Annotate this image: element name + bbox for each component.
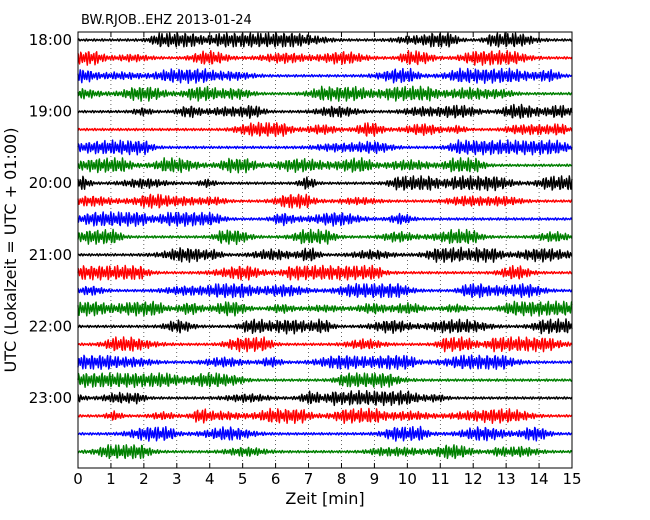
trace-2115 (77, 264, 573, 281)
x-tick-label: 8 (337, 470, 347, 488)
x-tick-label: 0 (73, 470, 83, 488)
trace-1915 (77, 121, 573, 138)
trace-2000 (77, 175, 573, 192)
trace-1845 (77, 85, 573, 102)
x-axis-label: Zeit [min] (285, 489, 364, 508)
grid-lines (110, 32, 540, 468)
x-tick-label: 2 (139, 470, 149, 488)
trace-2215 (77, 336, 573, 353)
trace-2230 (77, 354, 573, 370)
x-tick-label: 4 (205, 470, 215, 488)
y-tick-label: 20:00 (29, 174, 72, 192)
x-tick-label: 14 (530, 470, 549, 488)
trace-1945 (77, 157, 573, 174)
x-tick-label: 1 (106, 470, 116, 488)
trace-1900 (77, 103, 573, 119)
y-tick-label: 23:00 (29, 389, 72, 407)
trace-2145 (77, 300, 573, 317)
trace-2300 (77, 389, 573, 407)
trace-2245 (77, 372, 573, 388)
trace-2015 (77, 193, 573, 209)
x-tick-label: 15 (562, 470, 581, 488)
trace-2130 (77, 282, 573, 299)
trace-1800 (77, 32, 573, 48)
x-tick-label: 6 (271, 470, 281, 488)
trace-2030 (77, 211, 573, 227)
x-tick-label: 11 (431, 470, 450, 488)
trace-2100 (77, 246, 573, 263)
y-tick-label: 21:00 (29, 246, 72, 264)
trace-2330 (77, 425, 573, 442)
y-axis-ticks: 18:00 19:00 20:00 21:00 22:00 23:00 (29, 31, 572, 407)
trace-2345 (77, 444, 573, 460)
x-tick-label: 3 (172, 470, 182, 488)
x-tick-label: 12 (464, 470, 483, 488)
trace-2200 (77, 318, 573, 335)
trace-2045 (77, 228, 573, 246)
trace-2315 (77, 407, 573, 425)
x-tick-label: 9 (370, 470, 380, 488)
y-axis-label: UTC (Lokalzeit = UTC + 01:00) (1, 128, 20, 373)
chart-title: BW.RJOB..EHZ 2013-01-24 (81, 13, 252, 28)
x-tick-label: 10 (398, 470, 417, 488)
x-tick-label: 7 (304, 470, 314, 488)
y-tick-label: 22:00 (29, 317, 72, 335)
plot-frame (77, 31, 573, 469)
y-tick-label: 19:00 (29, 103, 72, 121)
x-tick-label: 5 (238, 470, 248, 488)
seismogram-traces (77, 32, 573, 460)
y-tick-label: 18:00 (29, 31, 72, 49)
trace-1930 (77, 139, 573, 156)
trace-1830 (77, 67, 573, 84)
trace-1815 (77, 49, 573, 66)
x-axis-ticks: 0 1 2 3 4 5 6 7 8 9 10 11 12 13 14 15 (73, 32, 582, 488)
x-tick-label: 13 (497, 470, 516, 488)
